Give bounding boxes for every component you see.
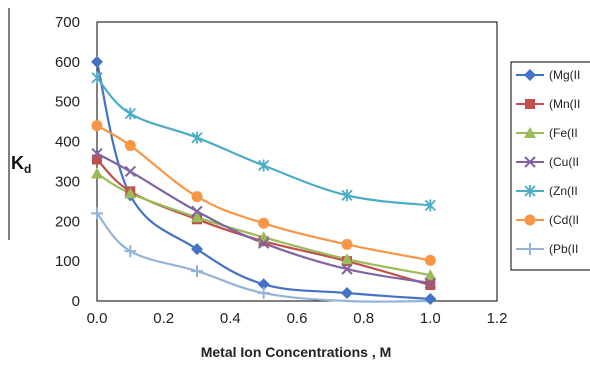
y-tick-label: 300	[55, 173, 80, 190]
legend-label-cuii: (Cu(II	[549, 155, 579, 169]
y-tick-label: 0	[72, 293, 80, 310]
data-point-cdii	[92, 120, 103, 131]
y-tick-label: 700	[55, 14, 80, 31]
legend-label-pbii: (Pb(II	[549, 242, 578, 256]
legend-marker-cdii	[525, 215, 536, 226]
x-axis-ticks: 0.0 0.2 0.4 0.6 0.8 1.0 1.2	[87, 310, 508, 327]
x-tick-label: 1.2	[487, 310, 508, 327]
y-tick-label: 100	[55, 253, 80, 270]
legend-label-cdii: (Cd(II	[549, 213, 579, 227]
y-tick-label: 600	[55, 54, 80, 71]
y-tick-label: 200	[55, 213, 80, 230]
y-axis-title: Kd	[11, 153, 31, 176]
legend-label-znii: (Zn(II	[549, 184, 578, 198]
data-point-cdii	[258, 218, 269, 229]
x-tick-label: 0.8	[353, 310, 374, 327]
legend-label-mgii: (Mg(II	[549, 68, 580, 82]
x-tick-label: 0.6	[287, 310, 308, 327]
data-point-mnii	[425, 280, 435, 290]
svg-text:Kd: Kd	[11, 153, 31, 176]
legend-marker-mnii	[525, 99, 535, 109]
data-point-cdii	[192, 191, 203, 202]
x-tick-label: 0.4	[220, 310, 241, 327]
data-point-cdii	[425, 255, 436, 266]
legend-label-mnii: (Mn(II	[549, 97, 580, 111]
x-axis-title: Metal Ion Concentrations , M	[201, 344, 392, 360]
y-tick-label: 500	[55, 94, 80, 111]
data-point-cdii	[342, 239, 353, 250]
plot-area	[97, 22, 497, 301]
y-axis-label: K	[11, 153, 24, 173]
data-point-cdii	[125, 140, 136, 151]
y-tick-label: 400	[55, 134, 80, 151]
legend-label-feii: (Fe(II	[549, 126, 578, 140]
y-axis-label-subscript: d	[24, 162, 31, 176]
y-axis-ticks: 0 100 200 300 400 500 600 700	[55, 14, 80, 310]
x-tick-label: 0.0	[87, 310, 108, 327]
x-tick-label: 0.2	[153, 310, 174, 327]
x-tick-label: 1.0	[420, 310, 441, 327]
